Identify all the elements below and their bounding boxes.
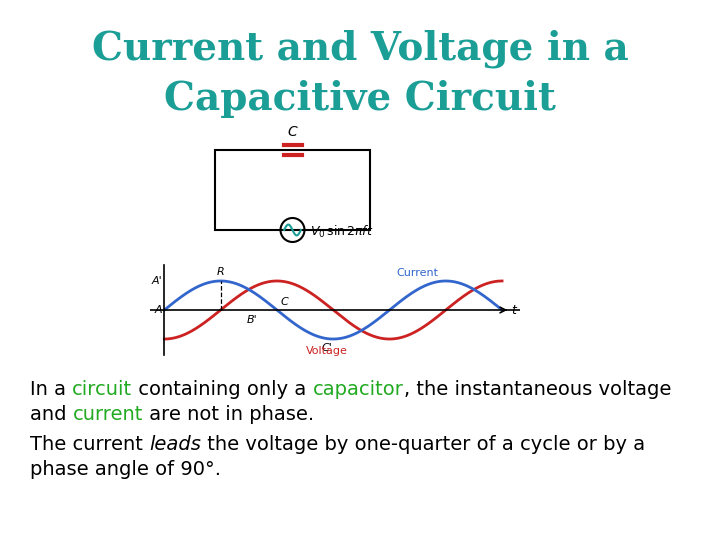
- Text: and: and: [30, 405, 73, 424]
- Text: A: A: [155, 305, 163, 315]
- Text: $V_0\,\sin 2\pi ft$: $V_0\,\sin 2\pi ft$: [310, 224, 373, 240]
- Text: capacitor: capacitor: [313, 380, 404, 399]
- Text: Current and Voltage in a: Current and Voltage in a: [91, 30, 629, 69]
- Text: circuit: circuit: [72, 380, 132, 399]
- Text: the voltage by one-quarter of a cycle or by a: the voltage by one-quarter of a cycle or…: [201, 435, 645, 454]
- Text: phase angle of 90°.: phase angle of 90°.: [30, 460, 221, 479]
- Text: Current: Current: [397, 268, 438, 278]
- Text: C': C': [321, 343, 332, 353]
- Text: In a: In a: [30, 380, 72, 399]
- Text: , the instantaneous voltage: , the instantaneous voltage: [404, 380, 671, 399]
- Text: A': A': [152, 276, 163, 286]
- Text: leads: leads: [149, 435, 201, 454]
- Text: R: R: [217, 267, 225, 278]
- Text: containing only a: containing only a: [132, 380, 313, 399]
- Text: B': B': [247, 315, 258, 325]
- Text: C: C: [287, 125, 297, 139]
- Text: C: C: [281, 296, 288, 307]
- Text: $t$: $t$: [511, 303, 518, 316]
- Text: The current: The current: [30, 435, 149, 454]
- Text: are not in phase.: are not in phase.: [143, 405, 314, 424]
- Text: Capacitive Circuit: Capacitive Circuit: [164, 80, 556, 118]
- Text: Voltage: Voltage: [305, 346, 347, 356]
- Text: current: current: [73, 405, 143, 424]
